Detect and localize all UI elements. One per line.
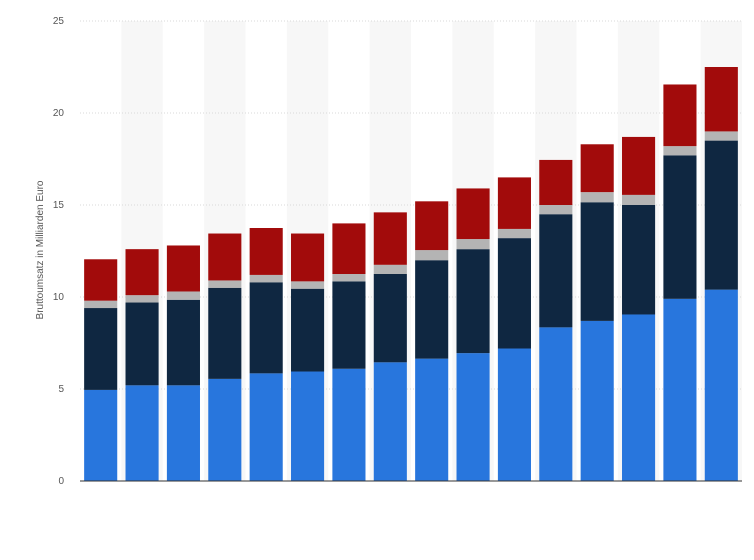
bar-segment-series-3[interactable] [208, 280, 242, 288]
gridlines [80, 20, 742, 390]
bar-segment-series-1[interactable] [373, 362, 407, 481]
bar-segment-series-1[interactable] [332, 368, 366, 481]
bar-segment-series-3[interactable] [663, 146, 697, 156]
bar-segment-series-1[interactable] [125, 385, 159, 481]
bar-segment-series-4[interactable] [84, 259, 118, 301]
bar-segment-series-1[interactable] [249, 373, 283, 481]
bar-segment-series-3[interactable] [249, 274, 283, 283]
bar-segment-series-1[interactable] [166, 385, 200, 481]
bar-segment-series-4[interactable] [415, 201, 449, 251]
bar-segment-series-1[interactable] [456, 353, 490, 481]
bar-segment-series-1[interactable] [208, 378, 242, 481]
bar-segment-series-1[interactable] [291, 371, 325, 481]
bar-segment-series-2[interactable] [291, 288, 325, 372]
bar-segment-series-4[interactable] [373, 212, 407, 265]
y-tick-label: 0 [58, 476, 64, 487]
bar-segment-series-3[interactable] [125, 295, 159, 303]
bar-segment-series-2[interactable] [249, 282, 283, 374]
bar-segment-series-2[interactable] [166, 299, 200, 386]
bar-segment-series-1[interactable] [663, 298, 697, 481]
bar-segment-series-2[interactable] [332, 281, 366, 369]
bar-segment-series-2[interactable] [208, 287, 242, 379]
bar-segment-series-2[interactable] [663, 155, 697, 299]
bar-segment-series-4[interactable] [497, 177, 531, 229]
bar-segment-series-3[interactable] [539, 205, 573, 215]
bar-segment-series-1[interactable] [539, 327, 573, 481]
y-tick-label: 10 [53, 292, 65, 303]
bar-segment-series-1[interactable] [622, 314, 656, 481]
bar-segment-series-1[interactable] [704, 289, 738, 481]
bar-segment-series-3[interactable] [580, 192, 614, 203]
bar-segment-series-3[interactable] [497, 228, 531, 239]
bar-segment-series-4[interactable] [249, 228, 283, 275]
bar-segment-series-4[interactable] [580, 144, 614, 193]
bar-segment-series-4[interactable] [456, 188, 490, 240]
y-tick-labels: 0 5 10 15 20 25 [53, 16, 65, 487]
bar-segment-series-3[interactable] [456, 239, 490, 250]
bar-segment-series-1[interactable] [84, 389, 118, 481]
bar-segment-series-3[interactable] [373, 264, 407, 274]
bar-segment-series-4[interactable] [539, 159, 573, 205]
bar-segment-series-2[interactable] [622, 205, 656, 315]
bar-segment-series-3[interactable] [332, 274, 366, 282]
bar-segment-series-1[interactable] [497, 348, 531, 481]
y-tick-label: 15 [53, 200, 65, 211]
bar-segment-series-2[interactable] [456, 249, 490, 354]
bar-segment-series-2[interactable] [539, 214, 573, 328]
bar-segment-series-2[interactable] [580, 202, 614, 321]
bar-segment-series-1[interactable] [415, 358, 449, 481]
bar-segment-series-3[interactable] [291, 281, 325, 289]
bar-segment-series-3[interactable] [415, 250, 449, 261]
bar-segment-series-3[interactable] [84, 300, 118, 309]
bar-segment-series-2[interactable] [704, 140, 738, 290]
y-tick-label: 20 [53, 108, 65, 119]
bar-segment-series-4[interactable] [125, 249, 159, 296]
bar-segment-series-2[interactable] [125, 302, 159, 386]
bar-segment-series-2[interactable] [84, 308, 118, 390]
bar-segment-series-2[interactable] [373, 274, 407, 363]
bar-segment-series-4[interactable] [663, 84, 697, 147]
y-tick-label: 25 [53, 16, 65, 27]
bar-segment-series-4[interactable] [704, 67, 738, 132]
bar-segment-series-4[interactable] [208, 233, 242, 281]
bar-segment-series-4[interactable] [622, 136, 656, 195]
bar-segment-series-4[interactable] [166, 245, 200, 292]
y-axis-label: Bruttoumsatz in Milliarden Euro [35, 180, 46, 319]
bar-segment-series-2[interactable] [497, 238, 531, 349]
bar-segment-series-4[interactable] [332, 223, 366, 274]
y-tick-label: 5 [58, 384, 64, 395]
bar-segment-series-4[interactable] [291, 233, 325, 282]
bar-segment-series-3[interactable] [622, 194, 656, 205]
bar-segment-series-3[interactable] [704, 131, 738, 141]
bar-segment-series-1[interactable] [580, 320, 614, 481]
bar-segment-series-2[interactable] [415, 260, 449, 359]
bars [84, 67, 738, 481]
bar-segment-series-3[interactable] [166, 291, 200, 300]
